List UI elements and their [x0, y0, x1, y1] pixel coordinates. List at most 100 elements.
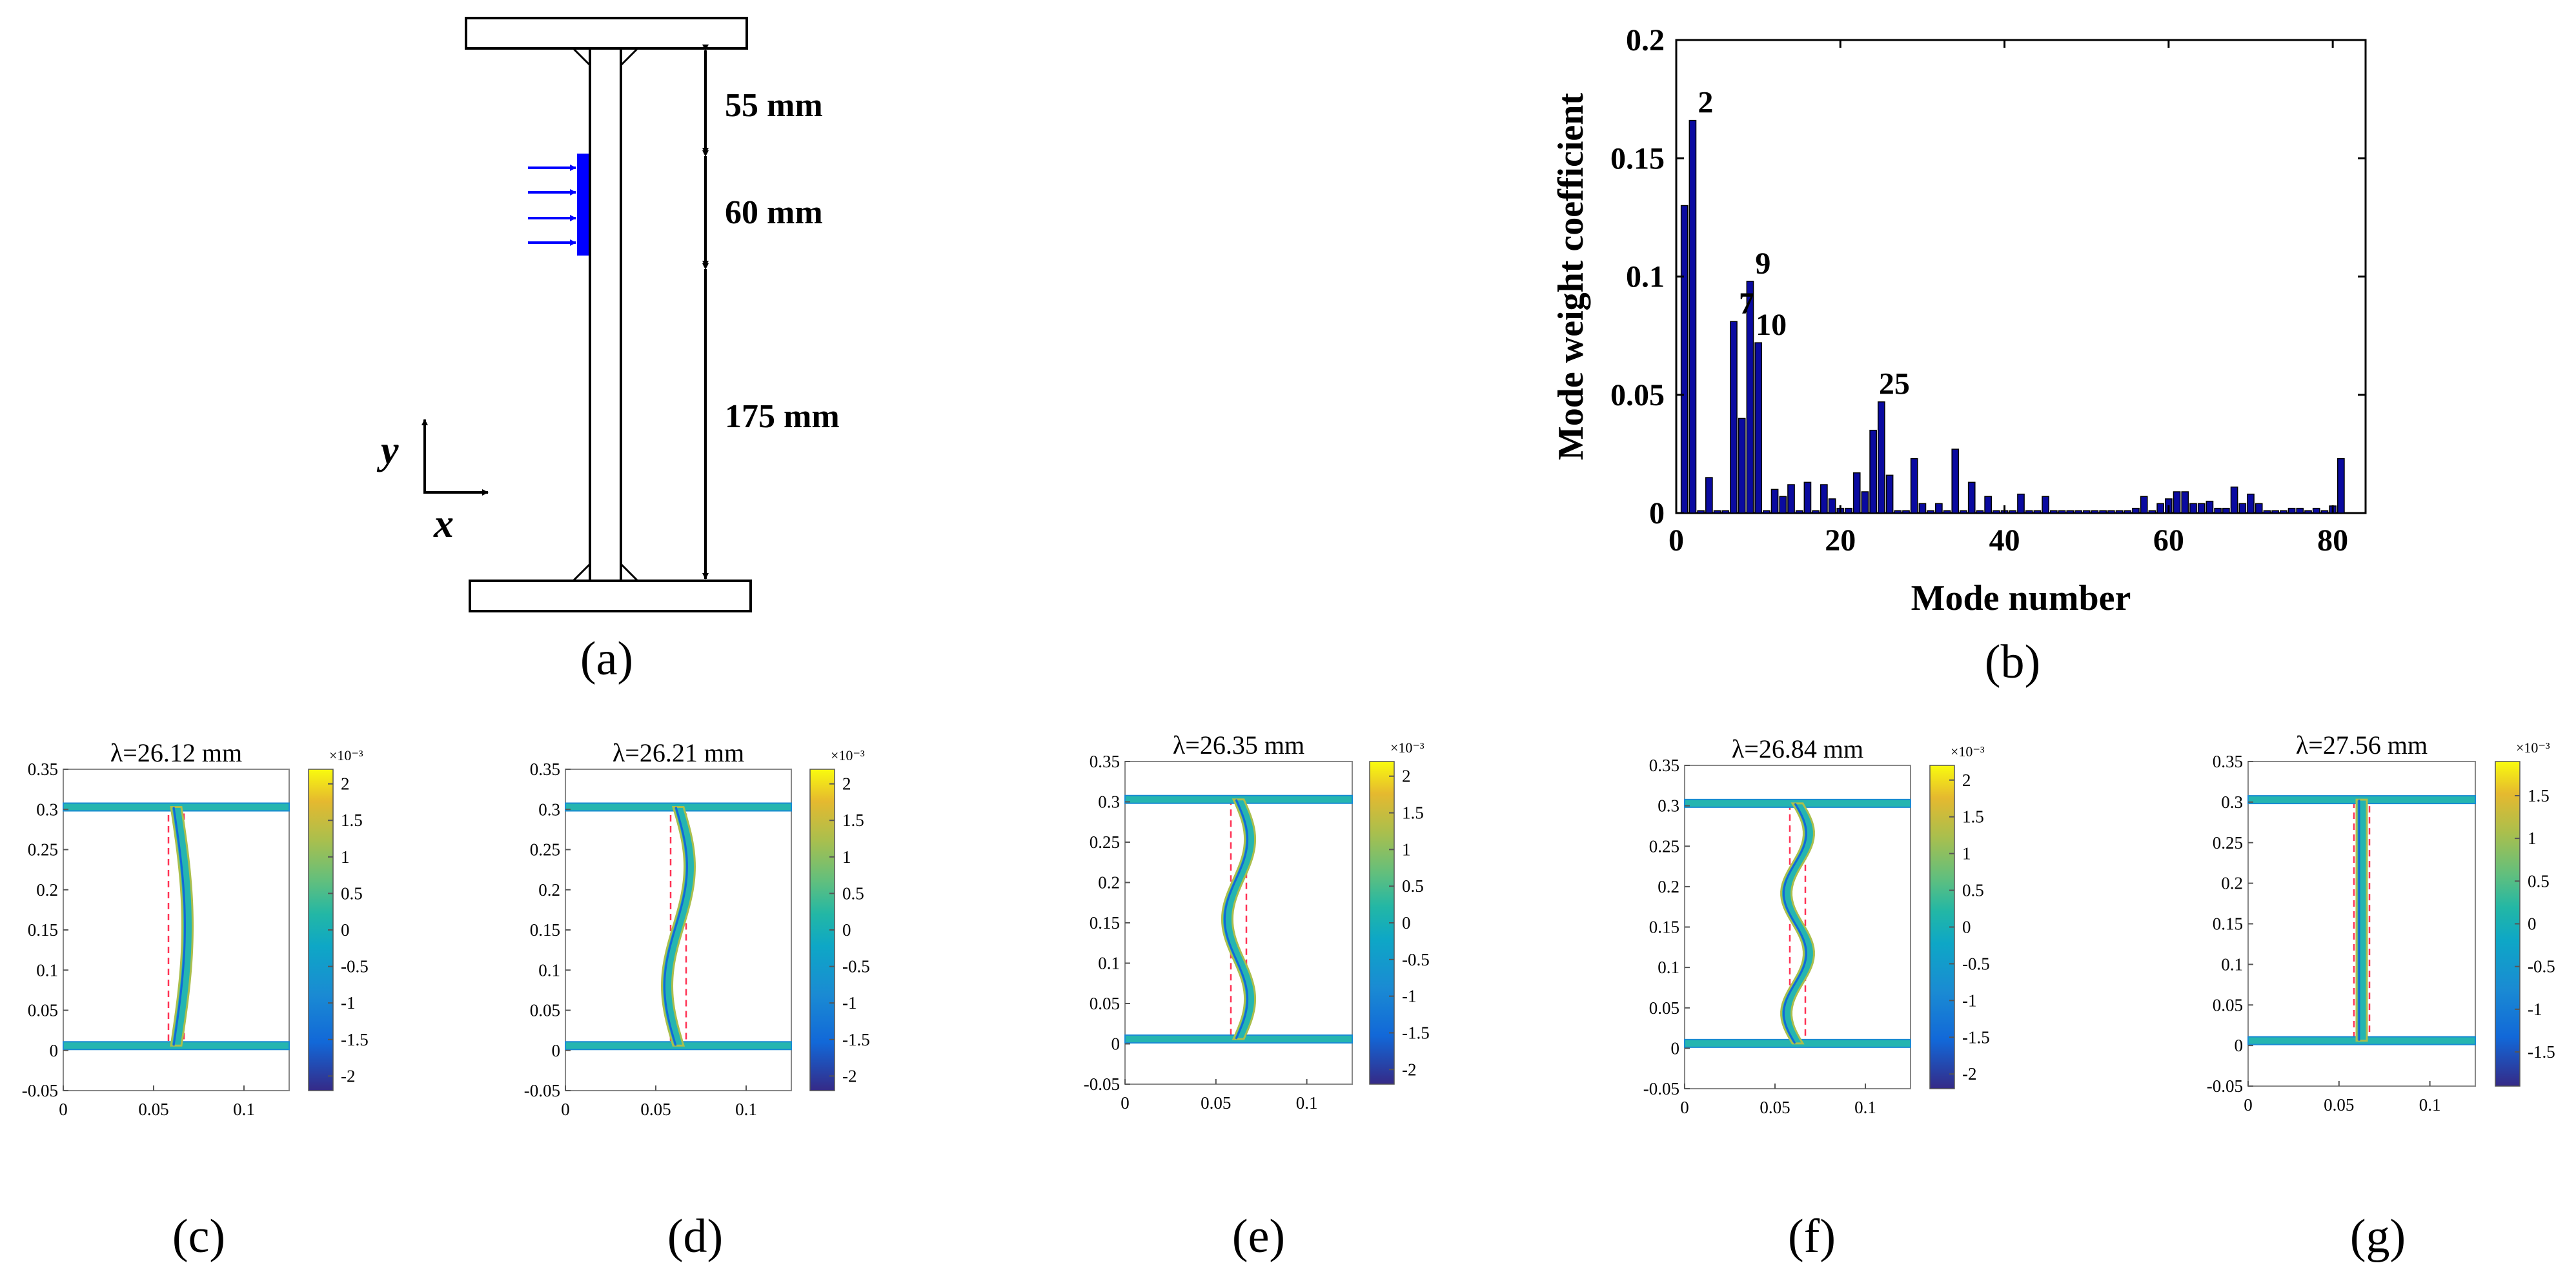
bar-mode-18	[1820, 484, 1828, 514]
panel-label-g: (g)	[2350, 1210, 2406, 1263]
colorbar-tick-label: -1.5	[2528, 1042, 2555, 1062]
colorbar-tick-label: 2	[842, 774, 851, 794]
bar-mode-32	[1935, 503, 1943, 514]
x-tick-label: 0	[2244, 1095, 2253, 1115]
plot-title: λ=26.12 mm	[110, 738, 242, 767]
bar-mode-8	[1738, 418, 1746, 514]
bar-mode-7	[1730, 321, 1738, 514]
bar-mode-75	[2287, 507, 2296, 514]
bar-mode-51	[2091, 510, 2099, 514]
colorbar-tick-label: -0.5	[1402, 950, 1430, 969]
web-edge-shading	[172, 807, 187, 1046]
bar-mode-6	[1721, 510, 1730, 514]
y-tick-label: 0.05	[28, 1001, 58, 1020]
colorbar-tick-label: -0.5	[2528, 957, 2555, 976]
reference-web	[1789, 802, 1807, 1045]
colorbar-tick-label: 1	[2528, 829, 2537, 848]
x-tick-label: 0.1	[233, 1100, 255, 1119]
coordinate-axes	[421, 419, 489, 496]
x-tick-label: 0	[561, 1100, 570, 1119]
y-tick-label: 0.1	[2221, 954, 2243, 974]
y-tick-label: 0.05	[2213, 995, 2243, 1014]
bar-mode-55	[2124, 510, 2132, 514]
colorbar-tick-label: 0.5	[842, 883, 864, 903]
colorbar-tick-label: 0	[2528, 914, 2537, 934]
bar-mode-70	[2247, 493, 2255, 514]
dim-55: 55 mm	[725, 87, 823, 124]
colorbar-tick-label: 0	[842, 920, 851, 940]
bar-mode-24	[1869, 429, 1877, 514]
x-tick-label: 0.05	[2324, 1095, 2354, 1115]
bar-mode-53	[2107, 510, 2115, 514]
colorbar-tick-label: 0	[1402, 913, 1411, 933]
colorbar-tick-label: 1.5	[1402, 803, 1424, 823]
web-edge-shading	[1783, 803, 1807, 1044]
bar-mode-42	[2017, 493, 2025, 514]
bar-mode-62	[2181, 491, 2189, 514]
bar-mode-10	[1754, 342, 1762, 514]
y-tick-label: 0	[1671, 1038, 1680, 1058]
panel-label-a: (a)	[580, 632, 633, 685]
y-tick-label: 0.35	[530, 760, 560, 779]
bar-mode-30	[1918, 503, 1927, 514]
bar-mode-58	[2148, 510, 2156, 514]
colorbar-tick-label: -2	[1962, 1064, 1977, 1084]
colorbar-tick-label: 0	[1962, 918, 1971, 937]
bar-mode-74	[2280, 510, 2287, 514]
bar-mode-37	[1976, 510, 1984, 514]
bar-mode-71	[2255, 503, 2263, 514]
colorbar-tick-label: 1	[1962, 844, 1971, 863]
colorbar-tick-label: 1.5	[1962, 807, 1984, 827]
plot-title: λ=27.56 mm	[2296, 731, 2428, 760]
colorbar-tick-label: 0	[341, 920, 350, 940]
bar-mode-72	[2263, 510, 2271, 514]
colorbar-exponent: ×10⁻³	[1951, 743, 1985, 760]
bottom-flange	[469, 580, 752, 612]
bar-mode-48	[2066, 510, 2074, 514]
colorbar-tick-label: -2	[842, 1066, 857, 1085]
x-tick-label: 40	[1989, 523, 2020, 558]
colorbar-tick-label: -0.5	[842, 957, 870, 976]
load-plate	[577, 154, 589, 256]
y-tick-label: 0.15	[1610, 141, 1665, 176]
y-tick-label: 0.25	[530, 840, 560, 860]
load-arrows	[528, 165, 576, 246]
colorbar-exponent: ×10⁻³	[329, 747, 363, 763]
y-tick-label: 0.1	[538, 960, 560, 980]
bar-mode-56	[2132, 507, 2140, 514]
y-tick-label: 0.15	[1649, 918, 1679, 937]
colorbar-tick-label: -1	[2528, 1000, 2542, 1019]
bar-mode-43	[2025, 510, 2033, 514]
colorbar-tick-label: 1	[341, 847, 350, 867]
bar-mode-76	[2296, 507, 2304, 514]
bar-mode-11	[1763, 510, 1770, 514]
bar-mode-77	[2304, 510, 2312, 514]
colorbar-tick-label: -1.5	[1402, 1023, 1430, 1042]
bar-mode-44	[2033, 510, 2042, 514]
panel-label-d: (d)	[667, 1210, 723, 1263]
axis-x-label: x	[433, 502, 454, 546]
colorbar-tick-label: 2	[341, 774, 350, 794]
bar-mode-52	[2099, 510, 2107, 514]
x-tick-label: 0	[59, 1100, 68, 1119]
x-tick-label: 0.1	[1296, 1093, 1318, 1113]
y-tick-label: 0.25	[2213, 833, 2243, 852]
y-tick-label: 0	[1649, 496, 1665, 530]
y-tick-label: 0	[2235, 1036, 2244, 1055]
bar-mode-15	[1795, 510, 1803, 514]
x-tick-label: 60	[2153, 523, 2184, 558]
mode-annotation: 25	[1879, 367, 1910, 401]
mode-annotation: 9	[1755, 247, 1770, 281]
colorbar-tick-label: -1.5	[1962, 1027, 1990, 1047]
y-tick-label: -0.05	[1084, 1074, 1120, 1094]
colorbar-tick-label: 2	[1402, 767, 1411, 786]
bar-mode-4	[1705, 477, 1713, 514]
bar-mode-35	[1960, 510, 1967, 514]
y-tick-label: 0.35	[28, 760, 58, 779]
dim-60: 60 mm	[725, 194, 823, 231]
colorbar-tick-label: -1.5	[842, 1030, 870, 1049]
colorbar-exponent: ×10⁻³	[1390, 740, 1425, 756]
y-tick-label: 0.35	[2213, 752, 2243, 771]
bar-mode-63	[2189, 503, 2197, 514]
